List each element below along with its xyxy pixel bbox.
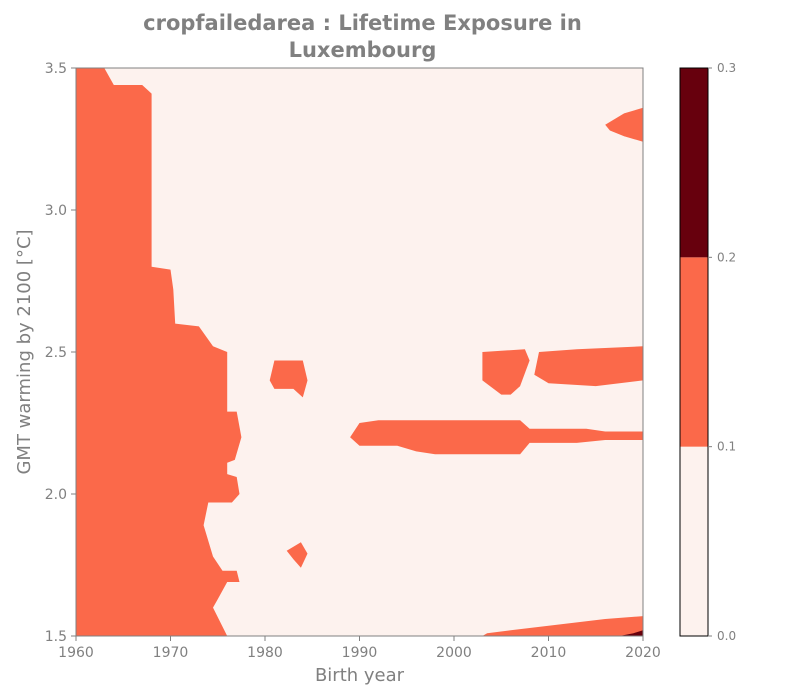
- chart-title: cropfailedarea : Lifetime Exposure in Lu…: [143, 11, 582, 62]
- x-tick-label: 1990: [342, 645, 378, 661]
- contour-region-0: [76, 68, 242, 636]
- x-tick-label: 2020: [625, 645, 661, 661]
- contour-region-5: [534, 346, 643, 387]
- colorbar-tick-label: 0.0: [717, 629, 736, 643]
- y-tick-label: 2.5: [45, 345, 67, 361]
- x-tick-label: 1980: [247, 645, 283, 661]
- contour-region-6: [350, 420, 643, 455]
- contour-region-8: [619, 630, 643, 636]
- x-tick-label: 2000: [436, 645, 472, 661]
- colorbar-tick-label: 0.3: [717, 61, 736, 75]
- x-tick-label: 1960: [58, 645, 94, 661]
- y-axis-label: GMT warming by 2100 [°C]: [14, 229, 35, 474]
- y-tick-label: 3.0: [45, 203, 67, 219]
- contour-region-3: [286, 542, 308, 568]
- colorbar-segment-0: [680, 446, 708, 636]
- contour-region-1: [605, 107, 643, 142]
- colorbar-segment-2: [680, 68, 708, 258]
- colorbar-tick-label: 0.1: [717, 440, 736, 454]
- contour-region-4: [482, 349, 530, 395]
- colorbar-frame: [679, 67, 709, 637]
- colorbar-segment-1: [680, 257, 708, 447]
- colorbar-tick-label: 0.2: [717, 250, 736, 264]
- x-tick-label: 2010: [531, 645, 567, 661]
- y-tick-label: 3.5: [45, 61, 67, 77]
- contour-region-2: [269, 360, 308, 398]
- contour-region-7: [482, 616, 643, 636]
- y-tick-label: 2.0: [45, 487, 67, 503]
- x-tick-label: 1970: [153, 645, 189, 661]
- y-tick-label: 1.5: [45, 629, 67, 645]
- x-axis-label: Birth year: [315, 665, 405, 686]
